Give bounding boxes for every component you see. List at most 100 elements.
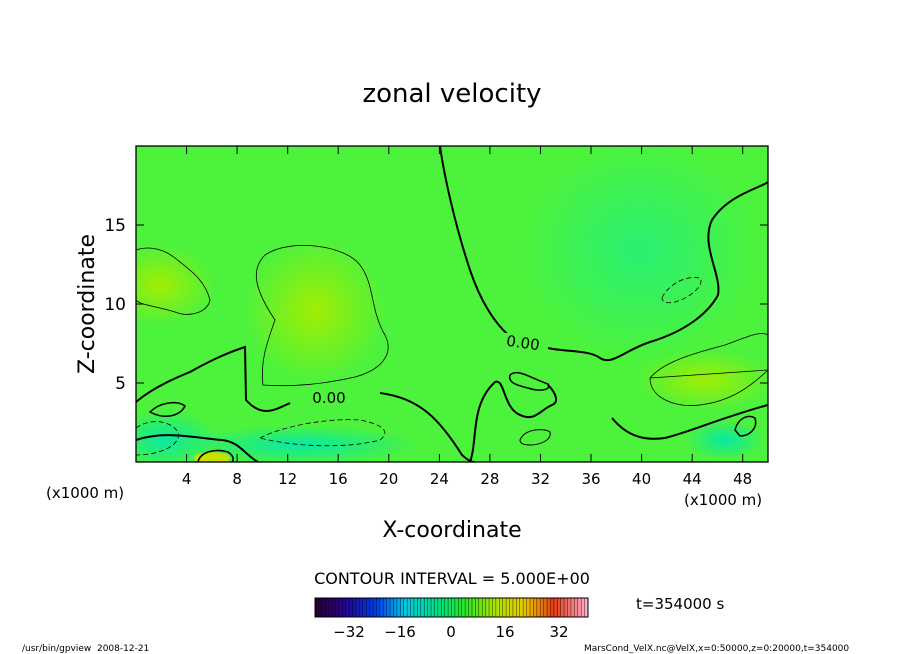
contour-positive-left-edge — [136, 247, 211, 315]
contour-bottom-small — [197, 449, 234, 462]
colorbar-segment — [458, 598, 463, 617]
contour-label-bg-2 — [306, 388, 352, 406]
colorbar-segment — [499, 598, 503, 617]
colorbar-tick-label: 32 — [549, 623, 568, 641]
colorbar-segment — [338, 598, 343, 617]
colorbar-segment — [533, 598, 538, 617]
shade-positive-left — [245, 238, 385, 382]
contour-interval-text: CONTOUR INTERVAL = 5.000E+00 — [314, 569, 590, 588]
x-tick-label: 28 — [480, 470, 499, 488]
colorbar-tick-label: −16 — [384, 623, 416, 641]
colorbar-segment — [427, 598, 432, 617]
colorbar-segment — [373, 598, 377, 617]
colorbar-segment — [577, 598, 582, 617]
colorbar-segment — [376, 598, 381, 617]
contour-zero-bottom-left — [136, 434, 259, 462]
shade-negative-bottom-right — [685, 420, 765, 460]
colorbar-segment — [492, 598, 497, 617]
colorbar-segment — [584, 598, 589, 617]
colorbar-segment — [553, 598, 558, 617]
colorbar-segment — [379, 598, 384, 617]
contour-small-loop-2 — [519, 429, 551, 446]
colorbar-segment — [321, 598, 326, 617]
colorbar-segment — [359, 598, 364, 617]
x-tick-label: 20 — [379, 470, 398, 488]
shade-negative-right — [520, 146, 760, 360]
colorbar-segment — [506, 598, 510, 617]
colorbar-segment — [461, 598, 466, 617]
colorbar-tick-labels: −32 −16 0 16 32 — [333, 623, 568, 641]
colorbar-segment — [468, 598, 473, 617]
z-axis-title: Z-coordinate — [75, 234, 100, 374]
x-tick-label: 40 — [632, 470, 651, 488]
colorbar-frame — [314, 597, 589, 618]
colorbar-segment — [478, 598, 483, 617]
colorbar-segment — [489, 598, 493, 617]
colorbar-tick-label: 16 — [495, 623, 514, 641]
colorbar-segment — [471, 598, 476, 617]
colorbar-segment — [547, 598, 551, 617]
colorbar-segment — [345, 598, 350, 617]
colorbar-segment — [403, 598, 408, 617]
colorbar-tick-label: 0 — [446, 623, 456, 641]
x-tick-label: 36 — [581, 470, 600, 488]
contour-zero-mid — [469, 380, 558, 462]
colorbar-segment — [315, 598, 319, 617]
z-unit-label: (x1000 m) — [46, 484, 124, 502]
colorbar-segment — [444, 598, 449, 617]
chart-title: zonal velocity — [362, 79, 541, 109]
colorbar-segment — [465, 598, 469, 617]
colorbar-segment — [434, 598, 439, 617]
colorbar-segment — [448, 598, 452, 617]
colorbar-segment — [451, 598, 456, 617]
contour-small-right — [734, 415, 757, 437]
contour-zero-bottom-right — [611, 404, 768, 440]
x-tick-label: 32 — [531, 470, 550, 488]
colorbar-segment — [366, 598, 370, 617]
colorbar-segment — [332, 598, 336, 617]
colorbar-segment — [502, 598, 507, 617]
z-tick-label: 10 — [104, 295, 126, 315]
colorbar-segment — [516, 598, 521, 617]
x-tick-label: 16 — [329, 470, 348, 488]
colorbar-segment — [567, 598, 572, 617]
colorbar-segment — [529, 598, 534, 617]
contour-field: 0.00 0.00 — [136, 146, 768, 462]
colorbar-segment — [523, 598, 527, 617]
shade-positive-left-edge — [136, 245, 215, 325]
colorbar-segments — [314, 598, 589, 617]
colorbar-segment — [369, 598, 374, 617]
x-tick-label: 24 — [430, 470, 449, 488]
footer-left: /usr/bin/gpview 2008-12-21 — [22, 644, 149, 654]
colorbar-segment — [482, 598, 486, 617]
colorbar-segment — [318, 598, 323, 617]
colorbar-tick-label: −32 — [333, 623, 365, 641]
contour-negative-bottom — [259, 419, 386, 447]
colorbar-segment — [328, 598, 333, 617]
colorbar-segment — [540, 598, 544, 617]
colorbar-segment — [420, 598, 425, 617]
contour-small-loop — [508, 371, 550, 391]
colorbar-segment — [570, 598, 575, 617]
colorbar-segment — [560, 598, 565, 617]
colorbar-segment — [512, 598, 517, 617]
colorbar-segment — [543, 598, 548, 617]
colorbar-segment — [342, 598, 347, 617]
contour-label-2: 0.00 — [312, 389, 345, 407]
shade-negative-bottom — [180, 425, 420, 462]
colorbar-segment — [581, 598, 585, 617]
contour-negative-bottom-left — [136, 421, 179, 456]
colorbar-segment — [519, 598, 524, 617]
x-tick-label: 48 — [733, 470, 752, 488]
colorbar-segment — [485, 598, 490, 617]
z-tick-label: 15 — [104, 216, 126, 236]
colorbar-segment — [509, 598, 514, 617]
colorbar-segment — [386, 598, 391, 617]
colorbar-segment — [325, 598, 329, 617]
colorbar-segment — [431, 598, 435, 617]
z-ticks — [136, 224, 768, 384]
footer-right: MarsCond_VelX.nc@VelX,x=0:50000,z=0:2000… — [584, 644, 849, 654]
contour-zero-upper — [439, 146, 768, 361]
z-tick-labels: 5 10 15 — [104, 216, 126, 394]
colorbar-segment — [396, 598, 401, 617]
